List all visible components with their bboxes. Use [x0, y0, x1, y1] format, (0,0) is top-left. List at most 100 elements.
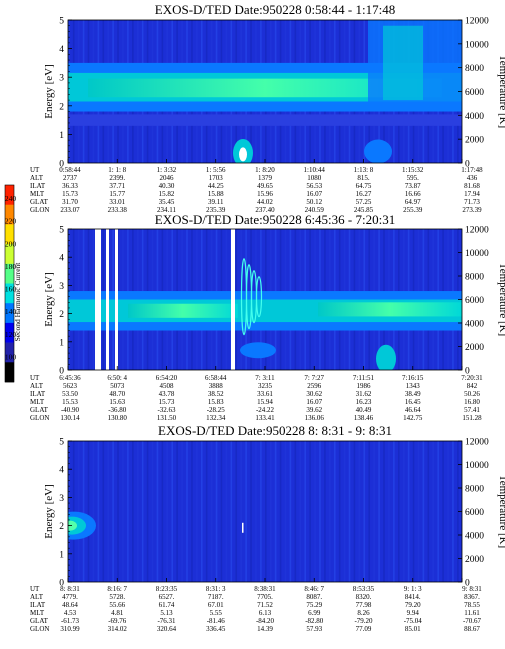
table-cell: 85.01 — [405, 625, 421, 633]
table-cell: 30.62 — [306, 390, 322, 398]
table-cell: 8:23:35 — [156, 585, 178, 593]
y-tick-label: 4 — [59, 45, 64, 55]
table-cell: 2596 — [307, 382, 322, 390]
y2-tick-label: 10000 — [465, 461, 489, 471]
colorbar-block — [5, 244, 14, 265]
texture-streak — [87, 441, 90, 582]
y2-axis-label: Temperature [K] — [497, 55, 505, 128]
table-cell: 61.74 — [159, 601, 175, 609]
left-blob-core — [68, 520, 77, 531]
texture-streak — [68, 441, 70, 582]
band-core — [128, 303, 238, 318]
table-cell: 15.82 — [159, 190, 175, 198]
y2-tick-label: 12000 — [465, 17, 489, 27]
table-cell: 55.66 — [109, 601, 125, 609]
table-cell: -24.22 — [256, 406, 275, 414]
table-cell: 138.46 — [354, 414, 374, 422]
texture-streak — [457, 441, 459, 582]
y-tick-label: 2 — [59, 522, 64, 532]
colorbar-block — [5, 185, 14, 205]
table-cell: 2046 — [160, 174, 175, 182]
colorbar-tick-label: 220 — [5, 217, 17, 226]
plot-area — [68, 229, 462, 370]
y2-tick-label: 2000 — [465, 343, 484, 353]
texture-streak — [72, 441, 75, 582]
table-cell: 46.64 — [405, 406, 421, 414]
table-cell: 2737 — [63, 174, 78, 182]
table-cell: 15.53 — [62, 398, 78, 406]
table-cell: -61.73 — [61, 617, 80, 625]
y2-tick-label: 2000 — [465, 136, 484, 146]
colorbar-block — [5, 283, 14, 304]
table-cell: 255.39 — [403, 206, 423, 214]
table-cell: 314.02 — [108, 625, 128, 633]
table-cell: 15.63 — [109, 398, 125, 406]
y2-tick-label: 10000 — [465, 40, 489, 50]
texture-streak — [393, 441, 395, 582]
table-cell: 15.96 — [257, 190, 273, 198]
texture-streak — [427, 441, 430, 582]
texture-streak — [373, 441, 375, 582]
table-cell: 6:54:20 — [156, 374, 178, 382]
texture-streak — [289, 441, 292, 582]
texture-streak — [225, 441, 228, 582]
texture-streak — [417, 441, 420, 582]
texture-streak — [383, 441, 385, 582]
texture-streak — [250, 441, 252, 582]
table-cell: 15.88 — [208, 190, 224, 198]
texture-streak — [122, 441, 124, 582]
table-cell: 130.14 — [60, 414, 80, 422]
table-cell: 35.45 — [159, 198, 175, 206]
texture-streak — [146, 441, 149, 582]
y-tick-label: 5 — [59, 226, 64, 236]
table-cell: 31.70 — [62, 198, 78, 206]
y-tick-label: 2 — [59, 102, 64, 112]
low-energy-blob-core — [239, 147, 247, 162]
table-row-label: UT — [30, 374, 40, 382]
texture-streak — [412, 441, 415, 582]
table-cell: 131.50 — [157, 414, 177, 422]
table-cell: 16.66 — [405, 190, 421, 198]
table-cell: 7:20:31 — [461, 374, 483, 382]
table-cell: 7: 7:27 — [304, 374, 324, 382]
table-cell: 17.94 — [464, 190, 480, 198]
colorbar-tick-label: 140 — [5, 307, 17, 316]
table-cell: 33.61 — [257, 390, 273, 398]
table-cell: 14.39 — [257, 625, 273, 633]
texture-streak — [176, 441, 178, 582]
table-cell: 1: 8:20 — [255, 166, 275, 174]
table-cell: -82.80 — [305, 617, 324, 625]
table-row-label: GLAT — [30, 198, 49, 206]
y2-tick-label: 0 — [465, 367, 470, 377]
table-cell: 842 — [467, 382, 478, 390]
band-core — [318, 302, 462, 317]
faint-band — [68, 114, 462, 126]
texture-streak — [171, 441, 174, 582]
colorbar: 240 220 200 180 160 140 120 100 80 Second Harmon… — [4, 184, 22, 384]
table-cell: 234.11 — [157, 206, 176, 214]
texture-streak — [255, 441, 257, 582]
table-cell: 7705. — [257, 593, 273, 601]
texture-streak — [452, 441, 454, 582]
table-cell: 53.50 — [62, 390, 78, 398]
texture-streak — [442, 441, 444, 582]
texture-streak — [181, 441, 183, 582]
table-row-label: GLON — [30, 206, 49, 214]
table-cell: 1: 5:56 — [206, 166, 226, 174]
table-cell: 33.01 — [109, 198, 125, 206]
y-tick-label: 4 — [59, 466, 64, 476]
texture-streak — [240, 441, 242, 582]
table-cell: 73.87 — [405, 182, 421, 190]
texture-streak — [156, 441, 159, 582]
texture-streak — [358, 441, 361, 582]
wave-feature — [255, 276, 263, 318]
table-cell: 6527. — [159, 593, 175, 601]
texture-streak — [368, 441, 371, 582]
table-cell: 81.68 — [464, 182, 480, 190]
y-tick-label: 1 — [59, 550, 64, 560]
table-cell: 79.20 — [405, 601, 421, 609]
table-cell: 75.29 — [306, 601, 322, 609]
table-cell: 56.53 — [306, 182, 322, 190]
table-cell: 16.07 — [306, 190, 322, 198]
table-cell: 48.64 — [62, 601, 78, 609]
